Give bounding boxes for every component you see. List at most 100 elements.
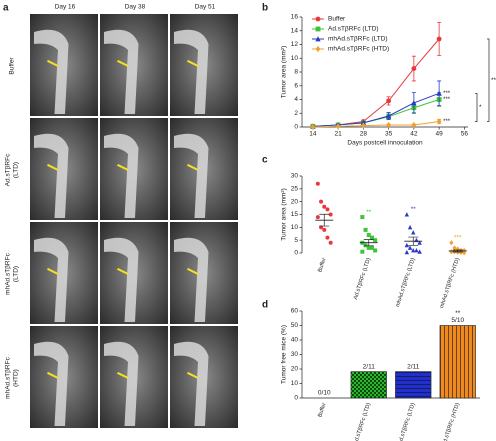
marker	[404, 212, 410, 217]
y-axis-label: Tumor free mice (%)	[281, 325, 288, 384]
x-tick-label: mhAd.sTβRFc (HTD)	[439, 402, 461, 441]
legend-label: mhAd.sTβRFc (HTD)	[328, 46, 389, 53]
bone	[34, 341, 69, 426]
marker	[325, 235, 330, 240]
x-tick-label: 42	[410, 131, 418, 138]
panel-label: b	[262, 3, 268, 14]
legend-marker	[315, 36, 321, 42]
column-header: Day 38	[125, 4, 146, 11]
series-line	[312, 121, 440, 128]
bracket	[475, 92, 478, 122]
y-tick-label: 14	[291, 27, 299, 34]
panel-label: c	[262, 155, 268, 166]
legend-label: Buffer	[328, 16, 346, 23]
marker	[360, 249, 365, 254]
y-tick-label: 12	[291, 41, 299, 48]
sem-bar	[363, 239, 374, 247]
panel-label: d	[262, 300, 268, 311]
significance: **	[455, 310, 461, 317]
y-axis-label: Tumor area (mm²)	[281, 46, 288, 98]
xray-image	[170, 118, 238, 220]
marker	[373, 238, 378, 243]
legend-label: mhAd.sTβRFc (LTD)	[328, 36, 388, 43]
marker	[322, 204, 327, 209]
legend-marker	[315, 26, 321, 32]
value-label: 0/10	[318, 390, 331, 397]
marker	[436, 36, 442, 42]
marker	[310, 123, 316, 131]
row-label: (HTD)	[13, 369, 20, 387]
x-axis-label: Days postcell innoculation	[347, 140, 423, 147]
bone	[174, 133, 209, 218]
marker	[436, 118, 442, 125]
y-tick-label: 0	[294, 250, 298, 257]
bar	[350, 371, 387, 399]
legend-marker	[315, 45, 321, 53]
marker	[449, 240, 454, 246]
bracket	[487, 38, 490, 122]
legend-label: Ad.sTβRFc (LTD)	[328, 26, 379, 33]
bone	[104, 341, 139, 426]
series-line	[312, 99, 440, 127]
y-tick-label: 30	[291, 351, 299, 358]
column-header: Day 16	[55, 4, 76, 11]
y-tick-label: 10	[291, 55, 299, 62]
x-tick-label: Buffer	[317, 402, 327, 418]
marker	[455, 246, 460, 252]
marker	[363, 227, 368, 232]
arrow	[187, 371, 199, 379]
xray-image	[170, 14, 238, 116]
arrow	[117, 267, 129, 275]
marker	[449, 249, 454, 255]
x-tick-label: mhAd.sTβRFc (HTD)	[439, 257, 461, 309]
significance: **	[366, 209, 372, 216]
xray-image	[100, 326, 168, 428]
y-tick-label: 4	[294, 96, 298, 103]
xray-image	[30, 222, 98, 324]
x-tick-label: Ad.sTβRFc (LTD)	[353, 402, 372, 441]
value-label: 2/11	[363, 363, 376, 370]
significance: ***	[454, 234, 462, 241]
arrow	[47, 59, 59, 67]
bracket-label: *	[479, 104, 482, 111]
marker	[411, 230, 416, 235]
bone	[104, 237, 139, 322]
marker	[315, 181, 320, 186]
marker	[404, 249, 410, 255]
marker	[360, 215, 365, 220]
xray-image	[170, 326, 238, 428]
bar	[439, 325, 476, 399]
series-line	[312, 92, 440, 127]
sem-bar	[408, 236, 419, 246]
x-tick-label: 35	[385, 131, 393, 138]
bar	[395, 371, 432, 399]
bone	[104, 29, 139, 114]
sem-bar	[319, 213, 330, 227]
marker	[315, 215, 320, 220]
y-tick-label: 6	[294, 82, 298, 89]
marker	[407, 245, 413, 250]
bone	[174, 29, 209, 114]
y-tick-label: 20	[291, 198, 299, 205]
marker	[369, 235, 374, 240]
arrow	[187, 59, 199, 67]
marker	[328, 240, 333, 245]
sem-bar	[452, 249, 463, 253]
y-tick-label: 16	[291, 14, 299, 21]
marker	[386, 121, 392, 129]
marker	[386, 98, 392, 104]
x-tick-label: 28	[360, 131, 368, 138]
y-tick-label: 2	[294, 110, 298, 117]
significance: **	[411, 206, 417, 213]
row-label: Buffer	[9, 57, 16, 75]
marker	[319, 199, 324, 204]
bone	[174, 237, 209, 322]
marker	[411, 100, 417, 106]
xray-image	[30, 14, 98, 116]
bone	[34, 29, 69, 114]
y-tick-label: 20	[291, 366, 299, 373]
marker	[462, 250, 467, 256]
y-tick-label: 60	[291, 308, 299, 315]
y-tick-label: 8	[294, 69, 298, 76]
